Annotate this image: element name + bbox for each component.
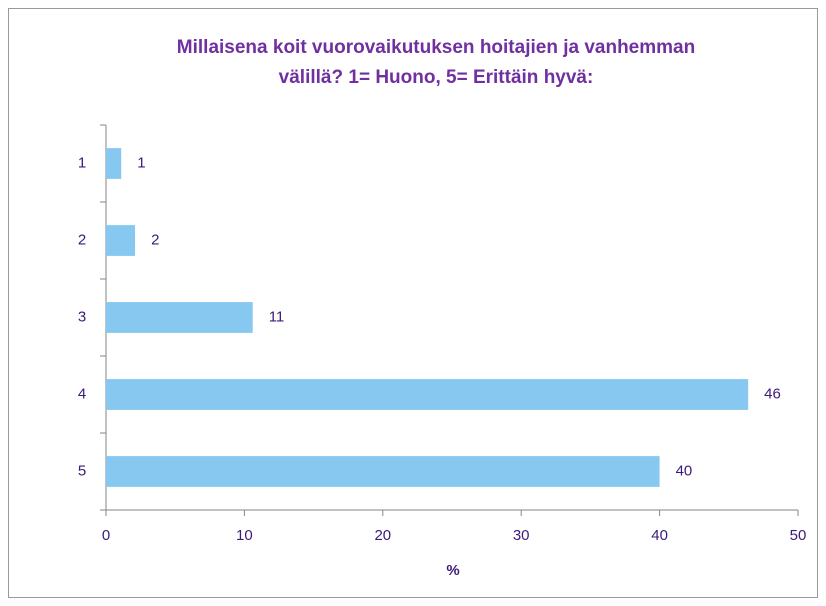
x-tick-label: 20 xyxy=(374,527,391,544)
x-tick-label: 50 xyxy=(790,527,807,544)
bar xyxy=(106,379,749,410)
data-label: 1 xyxy=(137,154,145,171)
y-tick-label: 4 xyxy=(78,385,86,402)
x-tick-label: 10 xyxy=(236,527,253,544)
x-tick-label: 40 xyxy=(651,527,668,544)
bar xyxy=(106,225,136,256)
chart-title: Millaisena koit vuorovaikutuksen hoitaji… xyxy=(177,37,695,58)
y-tick-label: 3 xyxy=(78,308,86,325)
x-axis-label: % xyxy=(446,562,459,579)
bar xyxy=(106,148,122,179)
y-tick-label: 1 xyxy=(78,154,86,171)
data-label: 46 xyxy=(764,385,781,402)
y-tick-label: 2 xyxy=(78,231,86,248)
data-label: 2 xyxy=(151,231,159,248)
chart-title: välillä? 1= Huono, 5= Erittäin hyvä: xyxy=(279,67,594,88)
y-tick-label: 5 xyxy=(78,462,86,479)
bar xyxy=(106,302,253,333)
data-label: 11 xyxy=(269,308,285,325)
data-label: 40 xyxy=(676,462,693,479)
x-tick-label: 30 xyxy=(513,527,530,544)
bar xyxy=(106,456,660,487)
x-tick-label: 0 xyxy=(102,527,110,544)
